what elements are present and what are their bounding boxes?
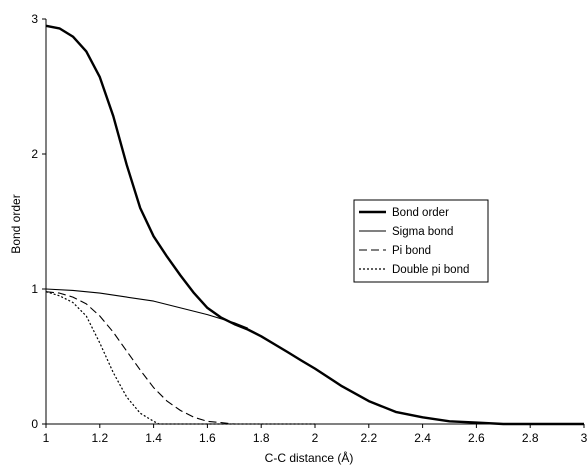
series-layer — [45, 24, 584, 426]
y-tick-label: 1 — [31, 282, 38, 296]
series-line-sigma-bond — [45, 288, 249, 329]
x-tick-label: 1 — [43, 431, 50, 445]
series-line-bond-order — [45, 24, 584, 426]
series-line-double-pi-bond — [45, 291, 315, 425]
x-tick-label: 3 — [581, 431, 587, 445]
legend-label: Sigma bond — [392, 226, 453, 238]
legend-label: Bond order — [392, 207, 449, 219]
y-tick-label: 0 — [31, 417, 38, 431]
x-tick-label: 1.8 — [253, 431, 270, 445]
x-tick-label: 2.4 — [414, 431, 431, 445]
y-tick-label: 3 — [31, 12, 38, 26]
x-tick-label: 2 — [312, 431, 319, 445]
y-tick-label: 2 — [31, 147, 38, 161]
x-tick-label: 2.6 — [468, 431, 485, 445]
legend-label: Double pi bond — [392, 264, 469, 276]
legend: Bond order Sigma bond Pi bond Double pi bon… — [353, 199, 489, 283]
legend-label: Pi bond — [392, 245, 431, 257]
x-tick-label: 2.8 — [522, 431, 539, 445]
x-tick-label: 1.4 — [145, 431, 162, 445]
legend-box — [353, 199, 489, 283]
x-axis-title: C-C distance (Å) — [265, 450, 354, 465]
y-axis-title: Bond order — [9, 194, 23, 253]
x-tick-label: 1.6 — [199, 431, 216, 445]
x-tick-label: 2.2 — [360, 431, 377, 445]
series-line-pi-bond — [45, 291, 584, 425]
x-tick-label: 1.2 — [91, 431, 108, 445]
